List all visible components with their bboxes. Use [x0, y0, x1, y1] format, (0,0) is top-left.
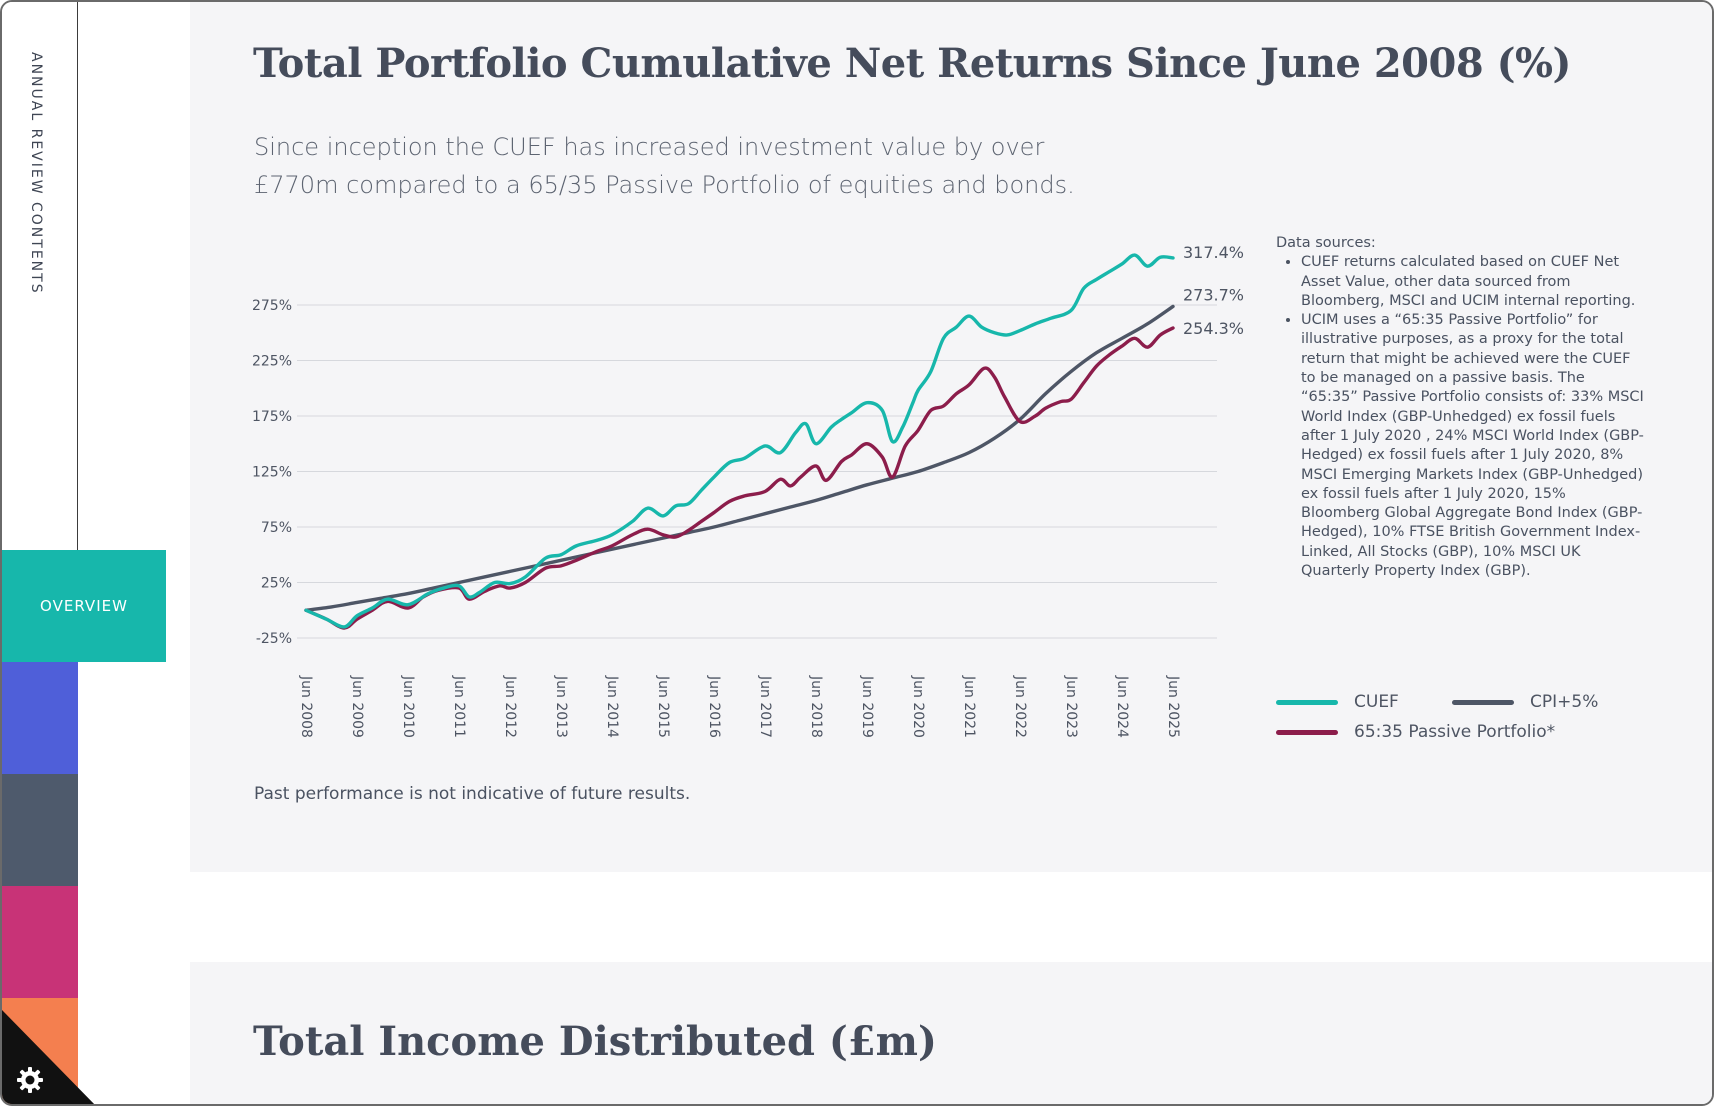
y-tick-label: 225%: [252, 354, 292, 370]
series-line-65-35-passive-portfolio: [304, 326, 1175, 630]
y-tick-label: 125%: [252, 465, 292, 481]
data-sources: Data sources: CUEF returns calculated ba…: [1276, 234, 1646, 581]
series-line-cuef: [304, 253, 1175, 629]
x-tick-label: Jun 2010: [400, 675, 416, 738]
sources-list: CUEF returns calculated based on CUEF Ne…: [1301, 253, 1646, 581]
x-tick-label: Jun 2014: [604, 675, 620, 738]
x-tick-label: Jun 2018: [808, 675, 824, 738]
nav-section-slate[interactable]: [2, 774, 78, 886]
returns-chart-svg: -25% 25% 75% 125% 175% 225% 275% Jun 2008 Jun 20…: [252, 243, 1244, 738]
y-tick-label: -25%: [256, 631, 292, 647]
legend-label: CPI+5%: [1530, 692, 1599, 712]
x-tick-label: Jun 2015: [655, 675, 671, 738]
nav-section-blue[interactable]: [2, 662, 78, 774]
income-panel: [190, 962, 1712, 1104]
performance-disclaimer: Past performance is not indicative of fu…: [254, 784, 691, 804]
x-tick-label: Jun 2024: [1114, 675, 1130, 738]
legend-item-cuef: CUEF: [1276, 692, 1399, 712]
returns-panel: [190, 2, 1712, 872]
y-tick-label: 175%: [252, 409, 292, 425]
x-tick-label: Jun 2013: [553, 675, 569, 738]
legend-swatch: [1276, 729, 1338, 735]
x-tick-label: Jun 2020: [910, 675, 926, 738]
legend-label: 65:35 Passive Portfolio*: [1354, 722, 1556, 742]
intro-text: Since inception the CUEF has increased i…: [254, 133, 1075, 199]
x-tick-label: Jun 2019: [859, 675, 875, 738]
legend-label: CUEF: [1354, 692, 1399, 712]
x-tick-label: Jun 2012: [502, 675, 518, 738]
series-line-cpi-5: [304, 304, 1175, 612]
end-value-label: 254.3%: [1183, 319, 1244, 338]
y-tick-label: 75%: [261, 520, 292, 536]
page-title: Total Portfolio Cumulative Net Returns S…: [253, 40, 1571, 87]
legend-swatch: [1276, 699, 1338, 705]
end-value-label: 273.7%: [1183, 285, 1244, 304]
x-tick-label: Jun 2023: [1063, 675, 1079, 738]
y-tick-label: 25%: [261, 576, 292, 592]
corner-badge: [2, 1010, 98, 1104]
source-item: CUEF returns calculated based on CUEF Ne…: [1301, 253, 1646, 311]
sources-heading: Data sources:: [1276, 235, 1376, 251]
svg-text:c: c: [27, 1074, 34, 1087]
x-tick-label: Jun 2017: [757, 675, 773, 738]
x-tick-label: Jun 2021: [961, 675, 977, 738]
x-tick-label: Jun 2016: [706, 675, 722, 738]
nav-section-pink[interactable]: [2, 886, 78, 998]
legend-item-cpi: CPI+5%: [1452, 692, 1598, 712]
annual-review-contents-link[interactable]: ANNUAL REVIEW CONTENTS: [28, 52, 44, 295]
x-tick-label: Jun 2009: [349, 675, 365, 738]
returns-chart: -25% 25% 75% 125% 175% 225% 275% Jun 2008 Jun 20…: [242, 232, 1262, 752]
source-item: UCIM uses a “65:35 Passive Portfolio” fo…: [1301, 311, 1646, 581]
x-tick-label: Jun 2022: [1012, 675, 1028, 738]
x-tick-label: Jun 2008: [298, 675, 314, 738]
legend-item-passive: 65:35 Passive Portfolio*: [1276, 722, 1555, 742]
y-tick-label: 275%: [252, 298, 292, 314]
end-value-label: 317.4%: [1183, 243, 1244, 262]
x-tick-label: Jun 2011: [451, 675, 467, 738]
legend-swatch: [1452, 699, 1514, 705]
nav-overview[interactable]: OVERVIEW: [2, 550, 166, 662]
gear-icon[interactable]: c: [16, 1066, 44, 1094]
section-title-income: Total Income Distributed (£m): [253, 1018, 937, 1065]
x-tick-label: Jun 2025: [1165, 675, 1181, 738]
